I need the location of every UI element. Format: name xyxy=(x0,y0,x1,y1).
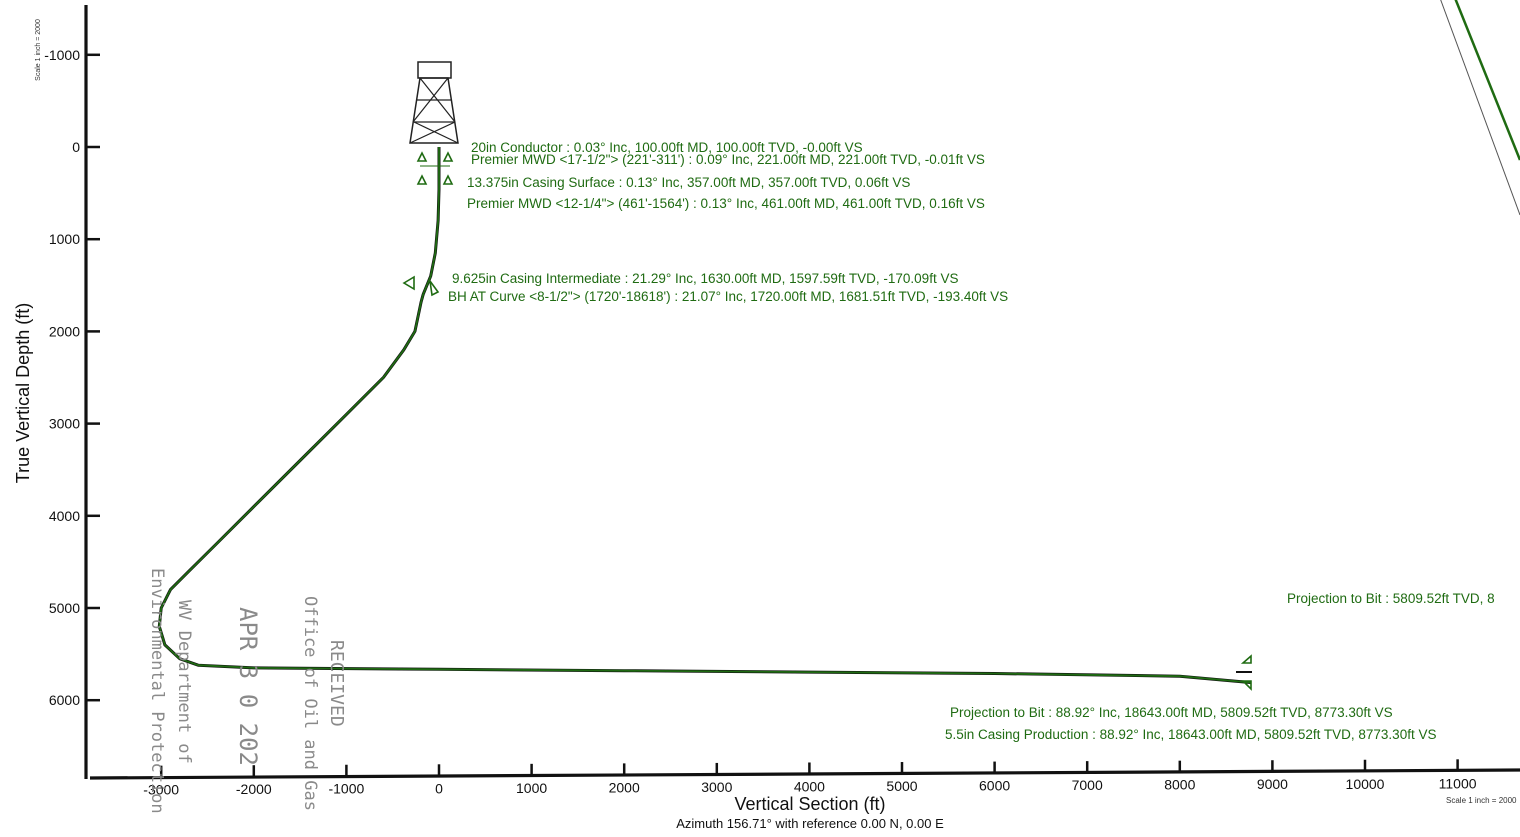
right-guide-line xyxy=(1440,0,1520,216)
stamp-line: WV Department of xyxy=(174,600,194,764)
y-tick-label: 6000 xyxy=(49,692,80,708)
stamp-line: Office of Oil and Gas xyxy=(300,596,320,811)
casing-markers xyxy=(402,151,1252,691)
casing-marker xyxy=(442,174,454,185)
annotation-label: Premier MWD <12-1/4"> (461'-1564') : 0.1… xyxy=(467,196,985,211)
x-tick-label: 11000 xyxy=(1439,775,1477,791)
annotation-label: Projection to Bit : 88.92° Inc, 18643.00… xyxy=(950,705,1393,720)
received-stamp: RECEIVED Office of Oil and Gas APR 3 0 202… xyxy=(147,568,347,814)
stamp-line: Environmental Protection xyxy=(147,568,167,814)
axes-layer xyxy=(84,5,1520,780)
series-path-shadow xyxy=(157,147,1252,685)
y-tick-label: 4000 xyxy=(49,508,80,524)
x-axis-title: Vertical Section (ft) xyxy=(734,794,885,814)
casing-marker xyxy=(1241,680,1252,691)
annotation-label: Projection to Bit : 5809.52ft TVD, 8 xyxy=(1287,591,1495,606)
x-tick-label: 8000 xyxy=(1164,777,1195,793)
rig-frame xyxy=(409,77,459,144)
x-tick-label: 5000 xyxy=(886,778,917,794)
annotation-label: BH AT Curve <8-1/2"> (1720'-18618') : 21… xyxy=(448,289,1008,304)
rig-brace xyxy=(409,121,456,144)
annotation-label: Premier MWD <17-1/2"> (221'-311') : 0.09… xyxy=(471,152,985,167)
y-tick-label: 2000 xyxy=(49,323,80,339)
annotation-label: 9.625in Casing Intermediate : 21.29° Inc… xyxy=(452,271,958,286)
stamp-line: APR 3 0 202 xyxy=(234,607,262,766)
scale-note-left: Scale 1 inch = 2000 xyxy=(35,19,42,81)
annotation-label: 5.5in Casing Production : 88.92° Inc, 18… xyxy=(945,727,1436,742)
x-tick-label: 4000 xyxy=(794,778,825,794)
rig-crown xyxy=(417,61,452,79)
x-tick-label: -3000 xyxy=(143,782,179,798)
x-tick-label: 6000 xyxy=(979,778,1010,794)
rig-brace xyxy=(413,121,459,144)
x-tick-label: 3000 xyxy=(701,779,732,795)
y-tick-label: 3000 xyxy=(49,416,80,432)
tick-layer: -3000 -2000 -1000 0 1000 2000 3000 4000 5000 6000… xyxy=(44,47,1477,798)
y-tick-label: 1000 xyxy=(49,231,80,247)
casing-marker xyxy=(416,151,428,162)
x-tick-label: 1000 xyxy=(516,780,547,796)
casing-marker xyxy=(429,280,440,297)
y-axis-title: True Vertical Depth (ft) xyxy=(13,303,33,483)
casing-marker xyxy=(1240,654,1252,664)
annotation-label: 20in Conductor : 0.03° Inc, 100.00ft MD,… xyxy=(471,140,863,155)
y-tick-label: 5000 xyxy=(49,600,80,616)
x-axis-line xyxy=(89,768,1520,780)
casing-marker xyxy=(442,151,454,162)
x-tick-label: 7000 xyxy=(1072,777,1103,793)
annotation-label: 13.375in Casing Surface : 0.13° Inc, 357… xyxy=(467,175,910,190)
annotation-layer: 20in Conductor : 0.03° Inc, 100.00ft MD,… xyxy=(448,140,1495,742)
rig-icon xyxy=(409,61,459,144)
x-tick-label: -1000 xyxy=(328,781,364,797)
casing-marker xyxy=(402,275,415,291)
x-tick-label: 2000 xyxy=(609,779,640,795)
x-tick-label: 9000 xyxy=(1257,776,1288,792)
subtitle: Azimuth 156.71° with reference 0.00 N, 0… xyxy=(676,816,944,831)
right-well-segment xyxy=(1454,0,1520,161)
stamp-line: RECEIVED xyxy=(326,640,347,727)
casing-marker xyxy=(416,174,428,185)
axis-titles: Vertical Section (ft) Azimuth 156.71° wit… xyxy=(13,19,1517,831)
series-layer xyxy=(157,147,1252,685)
series-path xyxy=(158,147,1252,684)
x-tick-label: -2000 xyxy=(236,781,272,797)
y-tick-label: -1000 xyxy=(44,47,80,63)
scale-note-right: Scale 1 inch = 2000 xyxy=(1446,796,1517,805)
y-tick-label: 0 xyxy=(72,139,80,155)
x-tick-label: 10000 xyxy=(1346,776,1385,792)
right-section-lines xyxy=(1440,0,1520,216)
x-tick-label: 0 xyxy=(435,780,443,796)
